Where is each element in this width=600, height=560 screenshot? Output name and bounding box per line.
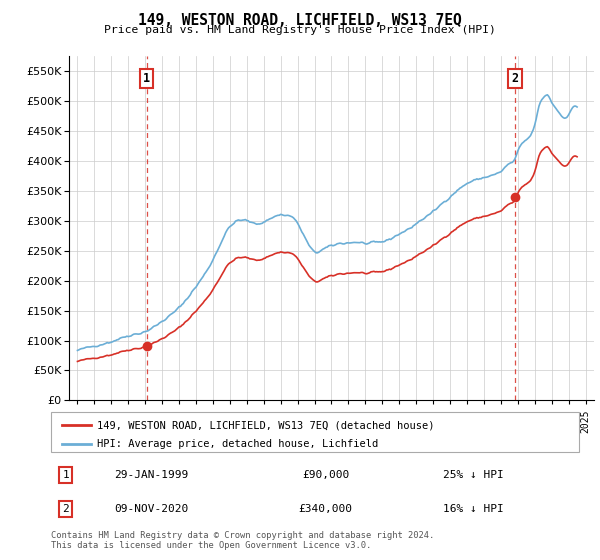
Text: 149, WESTON ROAD, LICHFIELD, WS13 7EQ: 149, WESTON ROAD, LICHFIELD, WS13 7EQ [138,13,462,28]
Text: £340,000: £340,000 [299,504,353,514]
Text: 1: 1 [143,72,150,85]
Text: 16% ↓ HPI: 16% ↓ HPI [443,504,504,514]
Text: 25% ↓ HPI: 25% ↓ HPI [443,470,504,480]
Text: HPI: Average price, detached house, Lichfield: HPI: Average price, detached house, Lich… [97,438,379,449]
Text: Price paid vs. HM Land Registry's House Price Index (HPI): Price paid vs. HM Land Registry's House … [104,25,496,35]
Text: 149, WESTON ROAD, LICHFIELD, WS13 7EQ (detached house): 149, WESTON ROAD, LICHFIELD, WS13 7EQ (d… [97,420,435,430]
Text: 2: 2 [512,72,519,85]
Text: £90,000: £90,000 [302,470,349,480]
Text: 09-NOV-2020: 09-NOV-2020 [114,504,188,514]
Text: 2: 2 [62,504,69,514]
Text: Contains HM Land Registry data © Crown copyright and database right 2024.
This d: Contains HM Land Registry data © Crown c… [51,531,434,550]
Text: 29-JAN-1999: 29-JAN-1999 [114,470,188,480]
Text: 1: 1 [62,470,69,480]
FancyBboxPatch shape [51,412,579,452]
